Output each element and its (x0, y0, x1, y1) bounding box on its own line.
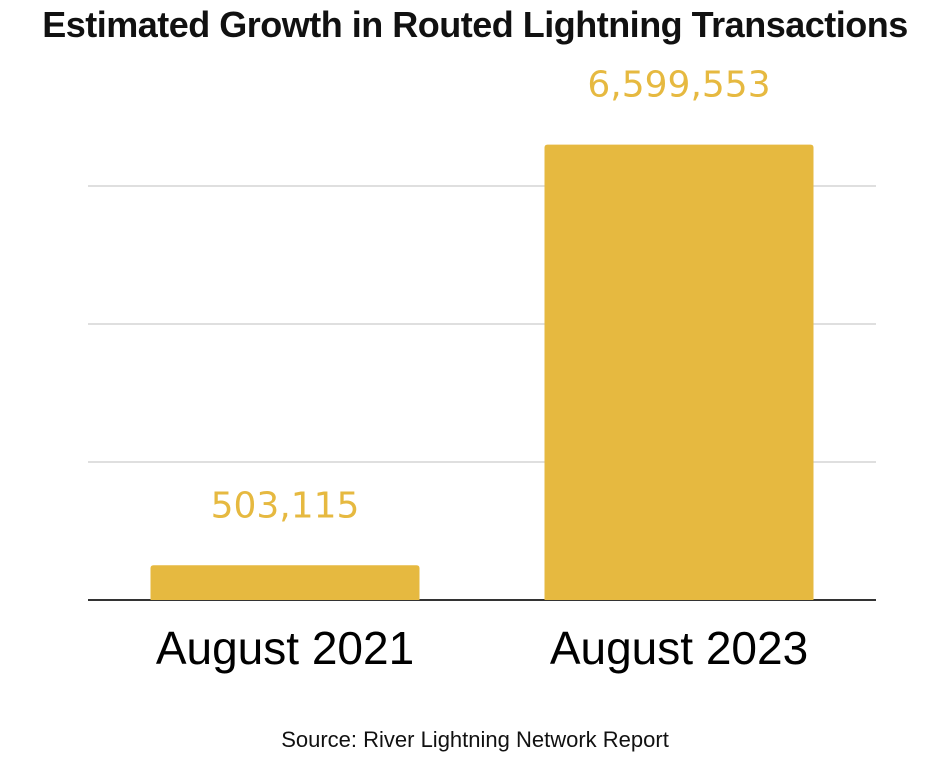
data-labels: 503,115 6,599,553 (211, 65, 771, 527)
x-axis-tick-labels: August 2021 August 2023 (156, 622, 808, 674)
x-tick-label: August 2021 (156, 622, 414, 674)
data-label: 6,599,553 (587, 65, 770, 106)
x-tick-label: August 2023 (550, 622, 808, 674)
source-note: Source: River Lightning Network Report (281, 727, 669, 752)
bar (544, 144, 814, 600)
data-label: 503,115 (211, 485, 360, 526)
bar (150, 565, 420, 600)
chart-title: Estimated Growth in Routed Lightning Tra… (42, 4, 908, 45)
bars (150, 144, 814, 600)
